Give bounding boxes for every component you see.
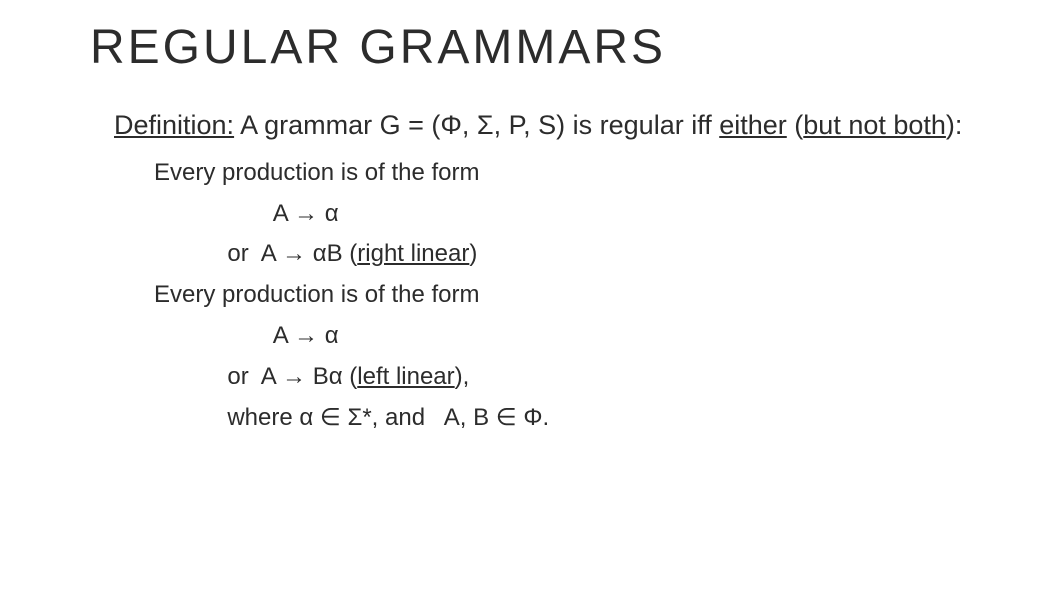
body-line-3-post: ) [469,240,477,267]
body-line-5: A → α [154,316,968,357]
definition-line: Definition: A grammar G = (Φ, Σ, P, S) i… [90,103,968,149]
right-linear-label: right linear [357,240,469,267]
definition-but-not-both: but not both [803,110,946,140]
body-line-6-post: ), [455,363,470,390]
definition-label: Definition: [114,110,234,140]
left-linear-label: left linear [357,363,454,390]
definition-tail: ): [946,110,963,140]
definition-either: either [719,110,787,140]
body-line-6-pre: or A → Bα ( [154,363,357,390]
slide-body: Every production is of the form A → α or… [90,153,968,439]
body-line-3: or A → αB (right linear) [154,234,968,275]
slide-title: REGULAR GRAMMARS [90,20,968,75]
body-line-7: where α ∈ Σ*, and A, B ∈ Φ. [154,398,968,439]
body-line-3-pre: or A → αB ( [154,240,357,267]
body-line-4: Every production is of the form [154,275,968,316]
slide-container: REGULAR GRAMMARS Definition: A grammar G… [0,0,1058,595]
definition-text-1: A grammar G = (Φ, Σ, P, S) is regular if… [234,110,719,140]
body-line-6: or A → Bα (left linear), [154,357,968,398]
body-line-1: Every production is of the form [154,153,968,194]
body-line-2: A → α [154,194,968,235]
definition-sep: ( [787,110,804,140]
